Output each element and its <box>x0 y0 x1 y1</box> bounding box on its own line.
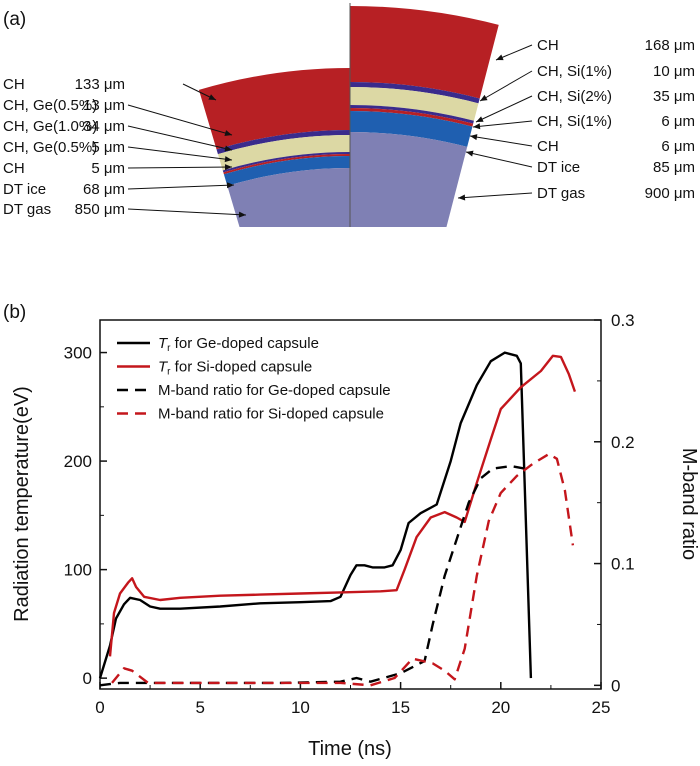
leader-line <box>127 208 247 216</box>
left-layer-thickness: 5 μm <box>91 139 125 156</box>
y2-tick-label: 0 <box>611 676 620 695</box>
leader-arrow <box>224 156 232 163</box>
legend-entry-2: M-band ratio for Ge-doped capsule <box>158 382 391 399</box>
left-layer-name: CH <box>3 76 25 93</box>
y2-tick-label: 0.2 <box>611 433 635 452</box>
right-layer-thickness: 900 μm <box>645 185 695 202</box>
series-line-2 <box>99 464 526 687</box>
right-layer-0 <box>350 6 499 99</box>
leader-arrow <box>496 54 504 61</box>
right-layer-name: CH <box>537 37 559 54</box>
left-layer-2 <box>217 135 350 171</box>
leader-arrow <box>470 134 478 141</box>
right-layer-name: CH, Si(1%) <box>537 113 612 130</box>
leader-line <box>127 166 233 169</box>
left-layer-name: CH, Ge(1.0%) <box>3 118 97 135</box>
legend-entry-1: Tr for Si-doped capsule <box>158 359 312 378</box>
right-layer-thickness: 6 μm <box>661 138 695 155</box>
right-layer-2 <box>350 87 479 121</box>
y2-tick-label: 0.3 <box>611 311 635 330</box>
left-layer-thickness: 850 μm <box>75 201 125 218</box>
left-layer-name: DT gas <box>3 201 51 218</box>
leader-line <box>127 146 233 161</box>
left-layer-thickness: 5 μm <box>91 160 125 177</box>
x-tick-label: 5 <box>195 698 204 717</box>
left-layer-name: CH, Ge(0.5%) <box>3 97 97 114</box>
right-layer-thickness: 6 μm <box>661 113 695 130</box>
leader-line <box>457 192 533 199</box>
right-layer-thickness: 35 μm <box>653 88 695 105</box>
series-line-1 <box>108 354 577 657</box>
leader-arrow <box>480 94 488 101</box>
y2-tick-label: 0.1 <box>611 555 635 574</box>
leader-arrow <box>224 145 232 152</box>
right-layer-name: DT gas <box>537 185 585 202</box>
right-layer-thickness: 168 μm <box>645 37 695 54</box>
left-layer-1 <box>216 130 350 155</box>
y-tick-label: 0 <box>83 669 92 688</box>
right-layer-thickness: 85 μm <box>653 159 695 176</box>
leader-arrow <box>476 116 484 122</box>
legend-entry-0: Tr for Ge-doped capsule <box>158 335 319 354</box>
x-axis-label: Time (ns) <box>308 738 392 760</box>
leader-arrow <box>466 150 474 157</box>
left-layer-3 <box>222 152 350 173</box>
left-layer-thickness: 13 μm <box>83 97 125 114</box>
x-tick-label: 25 <box>592 698 611 717</box>
leader-arrow <box>238 211 246 218</box>
leader-line <box>127 184 235 190</box>
right-layer-6 <box>350 132 468 227</box>
x-tick-label: 15 <box>391 698 410 717</box>
y2-axis-label: M-band ratio <box>678 448 700 560</box>
right-layer-name: DT ice <box>537 159 580 176</box>
leader-line <box>469 135 533 147</box>
left-layer-5 <box>223 156 350 186</box>
x-tick-label: 20 <box>491 698 510 717</box>
y-axis-label: Radiation temperature(eV) <box>11 386 33 622</box>
left-layer-4 <box>223 154 350 175</box>
right-layer-1 <box>350 82 480 104</box>
leader-arrow <box>208 94 216 100</box>
x-tick-label: 10 <box>291 698 310 717</box>
legend-entry-3: M-band ratio for Si-doped capsule <box>158 406 384 423</box>
leader-line <box>127 125 233 151</box>
right-layer-4 <box>350 108 474 127</box>
x-tick-label: 0 <box>95 698 104 717</box>
leader-arrow <box>473 123 481 130</box>
y-tick-label: 100 <box>64 561 92 580</box>
left-layer-name: DT ice <box>3 181 46 198</box>
leader-arrow <box>224 164 232 171</box>
leader-arrow <box>458 194 466 201</box>
right-layer-thickness: 10 μm <box>653 63 695 80</box>
right-layer-3 <box>350 105 474 124</box>
leader-arrow <box>226 182 234 189</box>
leader-line <box>465 151 533 168</box>
leader-line <box>127 104 233 136</box>
legend: Tr for Ge-doped capsule Tr for Si-doped c… <box>117 335 391 423</box>
series-line-3 <box>111 452 575 687</box>
leader-line <box>479 70 533 102</box>
series-line-0 <box>98 351 533 679</box>
right-layer-name: CH <box>537 138 559 155</box>
right-layer-name: CH, Si(2%) <box>537 88 612 105</box>
leader-line <box>475 95 533 123</box>
right-layer-5 <box>350 111 473 147</box>
left-layer-thickness: 133 μm <box>75 76 125 93</box>
y-tick-label: 300 <box>64 344 92 363</box>
leader-line <box>472 120 533 128</box>
y-tick-label: 200 <box>64 452 92 471</box>
left-layer-0 <box>198 68 350 150</box>
panel-a-label: (a) <box>3 9 26 30</box>
leader-arrow <box>224 130 232 136</box>
left-layer-thickness: 68 μm <box>83 181 125 198</box>
left-layer-thickness: 34 μm <box>83 118 125 135</box>
right-layer-name: CH, Si(1%) <box>537 63 612 80</box>
panel-b-label: (b) <box>3 302 26 323</box>
left-layer-6 <box>227 168 350 227</box>
left-layer-name: CH, Ge(0.5%) <box>3 139 97 156</box>
left-layer-name: CH <box>3 160 25 177</box>
